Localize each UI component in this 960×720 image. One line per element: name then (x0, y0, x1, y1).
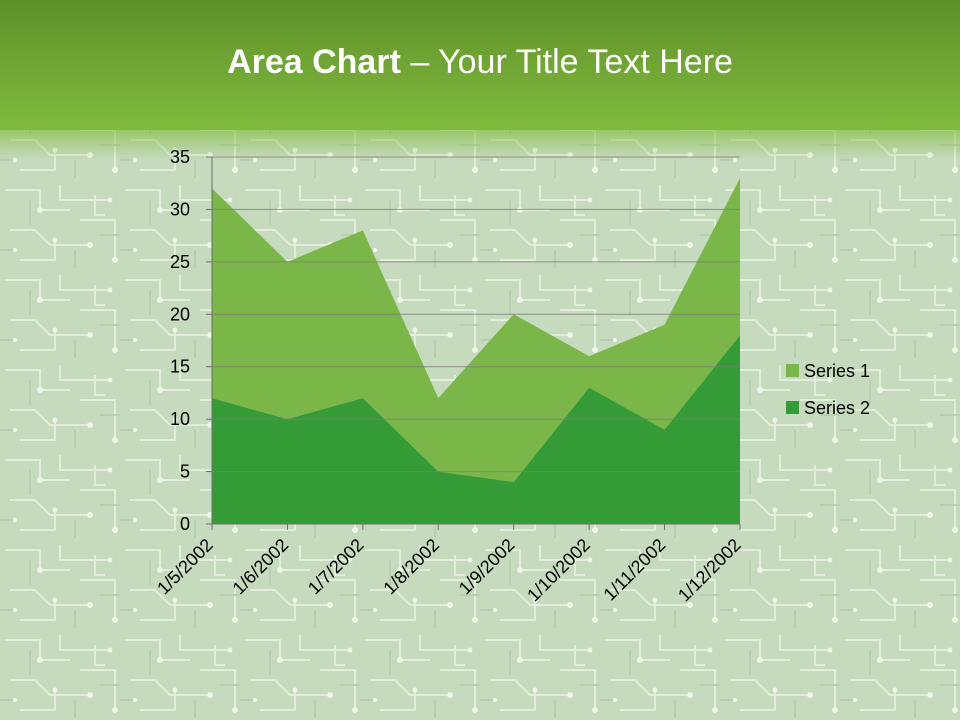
x-tick-label: 1/12/2002 (674, 535, 745, 606)
plot-areas (212, 177, 740, 524)
y-tick-label: 30 (170, 199, 190, 219)
series-1-area (212, 177, 740, 483)
series-2-area (212, 335, 740, 524)
x-tick-label: 1/8/2002 (379, 535, 443, 599)
y-tick-labels: 0 5 10 15 20 25 30 35 (170, 147, 190, 534)
gridlines (212, 156, 740, 473)
axes (206, 156, 741, 530)
legend-swatch-series-1 (786, 364, 799, 377)
y-tick-label: 15 (170, 357, 190, 377)
x-tick-label: 1/5/2002 (153, 535, 217, 599)
slide-title: Area Chart – Your Title Text Here (0, 40, 960, 84)
y-tick-label: 0 (180, 514, 190, 534)
slide-title-rest: – Your Title Text Here (400, 43, 733, 81)
x-tick-label: 1/6/2002 (229, 535, 293, 599)
legend-label-series-2: Series 2 (804, 398, 870, 418)
x-tick-labels: 1/5/2002 1/6/2002 1/7/2002 1/8/2002 1/9/2002… (153, 535, 745, 606)
x-tick-label: 1/7/2002 (304, 535, 368, 599)
slide-title-bold: Area Chart (227, 43, 401, 81)
title-band (0, 0, 960, 130)
x-tick-label: 1/9/2002 (455, 535, 519, 599)
x-tick-label: 1/10/2002 (523, 535, 594, 606)
y-tick-label: 20 (170, 304, 190, 324)
y-tick-label: 35 (170, 147, 190, 167)
title-band-fade (0, 120, 960, 160)
y-tick-label: 25 (170, 252, 190, 272)
legend-swatch-series-2 (786, 401, 799, 414)
y-tick-label: 10 (170, 409, 190, 429)
x-tick-label: 1/11/2002 (600, 535, 670, 605)
legend: Series 1 Series 2 (786, 361, 870, 418)
y-tick-label: 5 (180, 462, 190, 482)
legend-label-series-1: Series 1 (804, 361, 870, 381)
